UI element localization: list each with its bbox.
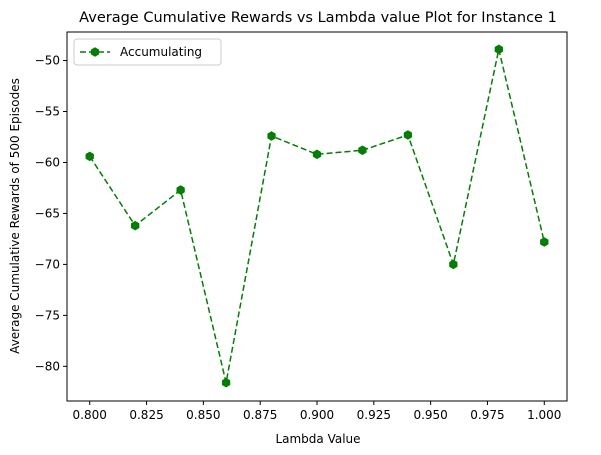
x-tick-label: 0.900 [300,408,334,422]
x-tick-label: 0.875 [243,408,277,422]
x-tick-label: 0.950 [413,408,447,422]
y-tick-label: −75 [35,308,60,322]
x-tick-label: 0.850 [186,408,220,422]
y-axis-label: Average Cumulative Rewards of 500 Episod… [8,78,22,354]
x-axis-label: Lambda Value [275,432,360,446]
x-tick-label: 0.825 [129,408,163,422]
data-point [494,44,503,55]
plot-frame [66,31,568,402]
legend-box [73,38,222,66]
data-point [358,145,367,156]
y-tick-label: −55 [35,105,60,119]
data-point [403,130,413,140]
series-layer [85,44,549,388]
data-point [221,377,231,388]
chart-title: Average Cumulative Rewards vs Lambda val… [79,10,557,26]
y-tick-label: −80 [35,359,60,373]
data-point [540,237,549,247]
data-point [312,149,322,160]
legend-marker [90,47,100,57]
x-axis-ticks: 0.800 0.825 0.850 0.875 0.900 0.925 0.950 0.975… [73,401,561,422]
series-line-0 [89,49,545,383]
data-point [267,131,276,141]
plot-area [66,31,568,402]
x-tick-label: 0.975 [470,408,504,422]
y-tick-label: −60 [35,155,60,169]
data-point [131,220,140,231]
y-axis-ticks: −80 −75 −70 −65 −60 −55 −50 [35,54,67,373]
legend: Accumulating [73,38,222,66]
y-tick-label: −70 [35,257,60,271]
x-tick-label: 1.000 [527,408,561,422]
x-tick-label: 0.800 [73,408,107,422]
legend-label: Accumulating [120,45,202,59]
x-tick-label: 0.925 [357,408,391,422]
y-tick-label: −65 [35,206,60,220]
y-tick-label: −50 [35,54,60,68]
data-point [85,151,94,162]
data-point [449,259,458,270]
data-point [176,185,185,195]
